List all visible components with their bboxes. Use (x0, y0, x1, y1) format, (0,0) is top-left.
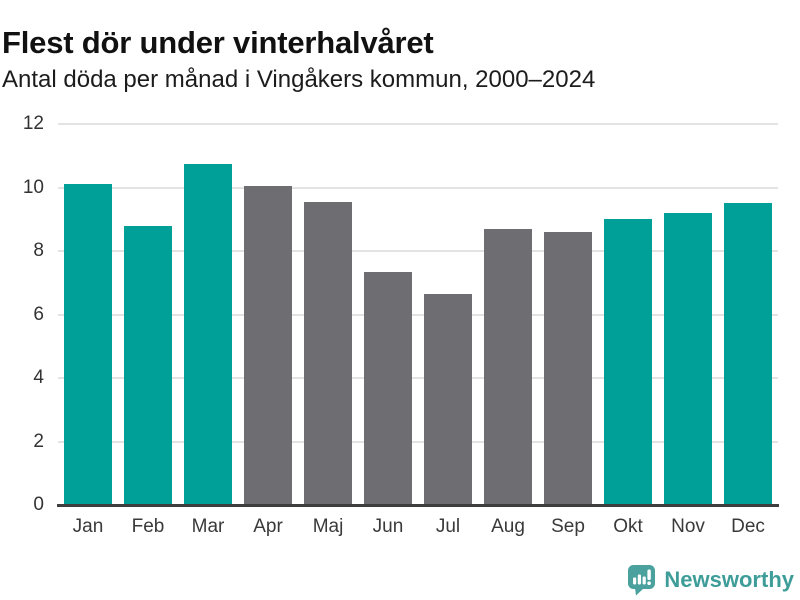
x-tick-label-nov: Nov (671, 516, 705, 537)
x-tick-label-mar: Mar (191, 516, 225, 537)
bar-aug (484, 228, 532, 505)
chart-title: Flest dör under vinterhalvåret (2, 24, 434, 60)
bar-apr (244, 185, 292, 505)
bar-jun (364, 271, 412, 505)
bar-dec (724, 203, 772, 505)
bar-jul (424, 293, 472, 505)
x-tick-label-maj: Maj (312, 516, 344, 537)
bar-nov (664, 212, 712, 505)
x-tick-label-jan: Jan (72, 516, 104, 537)
newsworthy-logo: Newsworthy (627, 564, 794, 596)
y-tick-label-8: 8 (33, 240, 44, 261)
bar-jan (64, 184, 112, 505)
gridline-y-8 (58, 250, 778, 252)
y-tick-label-6: 6 (33, 303, 44, 325)
y-tick-label-0: 0 (33, 494, 44, 515)
x-axis-line (57, 504, 779, 507)
gridline-y-6 (58, 313, 778, 316)
gridline-y-10 (58, 186, 778, 189)
y-tick-label-10: 10 (22, 176, 44, 198)
y-tick-label-4: 4 (33, 367, 44, 388)
y-tick-label-12: 12 (22, 113, 44, 134)
bar-maj (304, 201, 352, 505)
bar-sep (544, 231, 592, 505)
newsworthy-brand-name: Newsworthy (664, 567, 794, 592)
x-tick-label-dec: Dec (731, 516, 765, 537)
chart-subtitle: Antal döda per månad i Vingåkers kommun,… (2, 66, 596, 93)
bar-mar (184, 163, 232, 505)
x-tick-label-apr: Apr (253, 516, 283, 537)
x-tick-label-aug: Aug (491, 516, 525, 537)
x-tick-label-okt: Okt (613, 516, 643, 537)
gridline-y-12 (58, 123, 778, 125)
y-tick-label-2: 2 (33, 430, 44, 452)
gridline-y-2 (58, 440, 778, 443)
x-tick-label-sep: Sep (551, 516, 585, 537)
bar-okt (604, 219, 652, 505)
bar-feb (124, 225, 172, 505)
x-tick-label-feb: Feb (131, 516, 165, 537)
gridline-y-4 (58, 377, 778, 379)
newsworthy-speech-bubble-barchart-icon (627, 564, 657, 596)
x-tick-label-jul: Jul (435, 516, 461, 537)
x-tick-label-jun: Jun (372, 516, 404, 537)
